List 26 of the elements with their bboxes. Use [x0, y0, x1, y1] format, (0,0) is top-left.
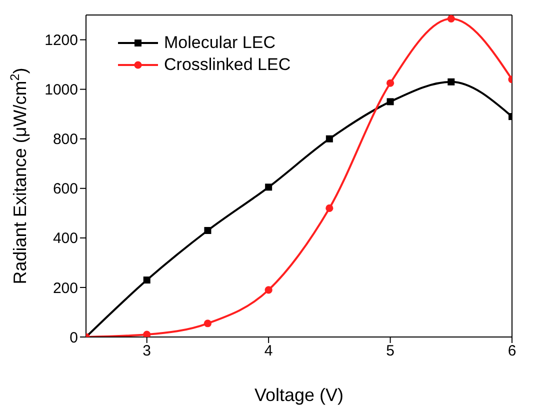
- legend-label: Molecular LEC: [164, 33, 276, 53]
- point: [204, 320, 212, 328]
- point: [204, 226, 212, 234]
- x-tick-label: 6: [508, 342, 516, 360]
- point: [448, 78, 455, 86]
- x-tick-label: 5: [386, 342, 394, 360]
- point: [386, 98, 394, 106]
- x-tick-label: 4: [264, 342, 273, 360]
- point: [326, 204, 334, 212]
- point: [143, 276, 150, 284]
- point: [264, 286, 272, 294]
- y-tick-label: 400: [52, 230, 78, 248]
- point: [265, 184, 272, 191]
- point: [447, 15, 455, 23]
- y-tick-label: 800: [52, 131, 78, 148]
- y-tick-label: 1200: [44, 32, 78, 50]
- point: [386, 79, 394, 87]
- y-tick-label: 600: [52, 180, 78, 198]
- point: [326, 135, 333, 142]
- y-tick-label: 1000: [44, 82, 78, 99]
- x-tick-label: 3: [142, 342, 152, 360]
- y-tick-label: 0: [70, 329, 78, 346]
- y-tick-label: 200: [52, 280, 78, 297]
- x-axis-title: Voltage (V): [254, 385, 344, 405]
- legend-label: Crosslinked LEC: [164, 55, 291, 75]
- point: [143, 330, 151, 337]
